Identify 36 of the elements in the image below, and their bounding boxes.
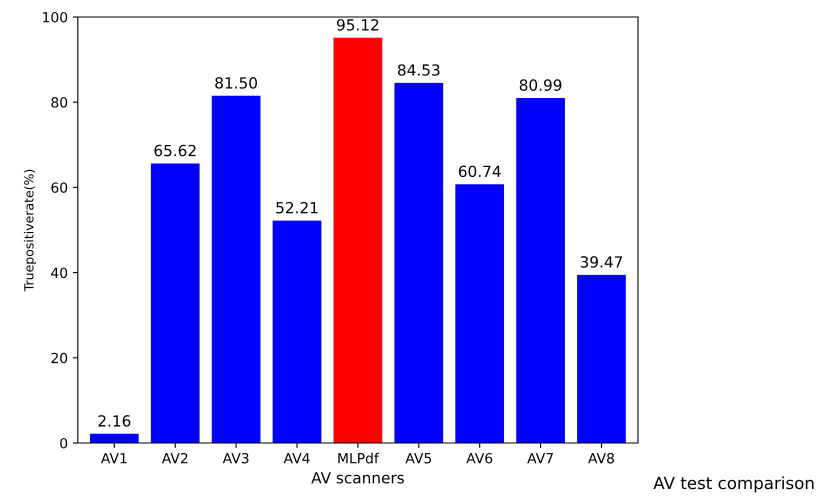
data-label: 60.74	[458, 166, 501, 178]
text: AV test comparison	[653, 476, 814, 492]
data-label: 52.21	[276, 202, 318, 214]
y-axis-title: Truepositiverate(%)	[24, 170, 36, 292]
bar	[334, 38, 382, 443]
y-tick-label: 20	[51, 352, 68, 364]
x-tick-label: AV8	[588, 452, 614, 464]
x-tick-label: AV2	[162, 452, 188, 464]
bar	[516, 98, 565, 443]
y-tick-label: 0	[60, 438, 68, 448]
data-label: 39.47	[580, 256, 622, 268]
x-axis-title: AV scanners	[311, 472, 404, 484]
x-tick-label: AV4	[284, 453, 310, 464]
x-tick-label: AV6	[466, 452, 492, 464]
bar	[394, 82, 444, 443]
bar	[577, 274, 626, 443]
bar	[272, 220, 322, 443]
y-tick-label: 80	[51, 97, 68, 108]
data-label: 84.53	[398, 64, 440, 76]
bar	[455, 184, 504, 443]
bar	[150, 163, 200, 443]
bar	[212, 96, 260, 443]
data-label: 95.12	[336, 19, 378, 31]
data-label: 80.99	[520, 79, 562, 91]
x-tick-label: AV3	[222, 452, 248, 464]
bar	[90, 434, 139, 443]
x-tick-label: AV5	[405, 453, 432, 464]
x-tick-label: MLPdf	[338, 452, 380, 464]
y-tick-label: 100	[43, 12, 68, 22]
data-label: 81.50	[215, 77, 257, 89]
x-tick-label: AV7	[527, 453, 553, 464]
data-label: 2.16	[98, 415, 130, 427]
data-label: 65.62	[154, 144, 196, 156]
y-tick-label: 60	[51, 182, 68, 193]
y-tick-label: 40	[51, 268, 68, 278]
x-tick-label: AV1	[100, 453, 127, 464]
